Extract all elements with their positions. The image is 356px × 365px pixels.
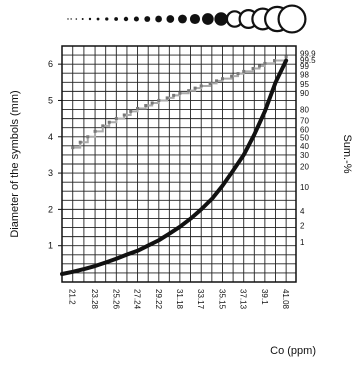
cumulative-point <box>263 61 267 65</box>
cumulative-point <box>78 140 82 144</box>
y2-tick-label: 2 <box>300 222 305 231</box>
y2-tick-label: 40 <box>300 142 309 151</box>
symbol-circle <box>189 13 201 25</box>
symbol-circle <box>105 17 109 21</box>
y2-tick-label: 95 <box>300 80 309 89</box>
y2-tick-label: 4 <box>300 207 305 216</box>
x-tick-label: 29.22 <box>154 289 163 310</box>
symbol-circle <box>114 17 119 21</box>
symbol-circle <box>133 16 139 22</box>
cumulative-point <box>129 109 133 113</box>
cumulative-point <box>258 64 262 68</box>
cumulative-point <box>101 124 105 128</box>
x-tick-label: 23.28 <box>90 289 99 310</box>
symbol-circle <box>70 18 72 20</box>
x-tick-label: 39.1 <box>260 289 269 305</box>
diameter-curve-line <box>60 58 289 277</box>
cumulative-point <box>150 101 154 105</box>
cumulative-point <box>236 72 240 76</box>
y2-tick-label: 30 <box>300 151 309 160</box>
cumulative-point <box>220 77 224 81</box>
cumulative-point <box>107 120 111 124</box>
y2-tick-label: 60 <box>300 126 309 135</box>
symbol-circle <box>123 16 129 22</box>
y-tick-label: 5 <box>48 95 53 105</box>
cumulative-point <box>230 74 234 78</box>
y2-tick-label: 50 <box>300 133 309 142</box>
cumulative-point <box>93 129 97 133</box>
y2-tick-label: 10 <box>300 183 309 192</box>
cumulative-point <box>187 89 191 93</box>
y2-tick-label: 99 <box>300 62 309 71</box>
cumulative-point <box>165 96 169 100</box>
cumulative-point <box>199 84 203 88</box>
x-tick-label: 37.13 <box>239 289 248 310</box>
cumulative-point <box>114 117 118 121</box>
x-tick-label: 25.26 <box>111 289 120 310</box>
y-tick-label: 1 <box>48 241 53 251</box>
y2-tick-label: 98 <box>300 70 309 79</box>
cumulative-point <box>208 81 212 85</box>
cumulative-point <box>136 106 140 110</box>
cumulative-point <box>71 146 75 150</box>
y2-tick-label: 99.5 <box>300 56 316 65</box>
cumulative-frequency-series <box>71 55 288 150</box>
symbol-circle <box>75 18 78 20</box>
y-tick-label: 4 <box>48 132 53 142</box>
symbol-circle <box>67 18 69 20</box>
y-tick-labels: 1 2 3 4 5 6 <box>48 59 62 251</box>
symbol-circle <box>96 17 100 21</box>
symbol-circle <box>214 12 228 26</box>
cumulative-point <box>144 104 148 108</box>
y-tick-label: 6 <box>48 59 53 69</box>
symbol-circle <box>178 14 187 24</box>
y2-axis-label: Sum.-% <box>341 134 353 173</box>
symbol-circle <box>144 16 151 22</box>
grid <box>62 46 296 282</box>
y2-tick-label: 90 <box>300 89 309 98</box>
symbol-circle <box>277 4 307 34</box>
cumulative-point <box>251 67 255 71</box>
symbol-circle <box>202 13 214 25</box>
symbol-scale-row <box>67 4 307 34</box>
x-tick-label: 21.2 <box>68 289 77 305</box>
cumulative-point <box>273 59 277 63</box>
y-tick-label: 3 <box>48 168 53 178</box>
diameter-curve-series <box>60 58 289 277</box>
y2-tick-label: 20 <box>300 163 309 172</box>
y2-tick-label: 70 <box>300 116 309 125</box>
cumulative-point <box>178 91 182 95</box>
symbol-circle <box>88 17 92 21</box>
y2-tick-label: 80 <box>300 106 309 115</box>
x-tick-labels: 21.2 23.28 25.26 27.24 29.22 31.18 33.17 35.15 3… <box>68 289 290 310</box>
x-tick-label: 27.24 <box>133 289 142 310</box>
plot-frame <box>61 45 297 283</box>
cumulative-point <box>215 79 219 83</box>
cumulative-point <box>157 98 161 102</box>
x-tick-label: 35.15 <box>217 289 226 310</box>
symbol-circle <box>155 15 162 23</box>
y-axis-label: Diameter of the symbols (mm) <box>9 90 21 237</box>
cumulative-point <box>284 55 288 59</box>
x-tick-label: 41.08 <box>281 289 290 310</box>
cumulative-point <box>242 69 246 73</box>
cumulative-point <box>86 135 90 139</box>
cumulative-point <box>172 93 176 97</box>
symbol-circle <box>81 18 84 20</box>
y2-tick-label: 99.9 <box>300 49 316 58</box>
x-tick-label: 33.17 <box>196 289 205 310</box>
y2-tick-label: 1 <box>300 238 305 247</box>
x-tick-label: 31.18 <box>175 289 184 310</box>
cumulative-point <box>122 113 126 117</box>
x-axis-label: Co (ppm) <box>270 345 316 357</box>
cumulative-point <box>193 86 197 90</box>
y-tick-label: 2 <box>48 204 53 214</box>
symbol-circle <box>166 15 175 23</box>
